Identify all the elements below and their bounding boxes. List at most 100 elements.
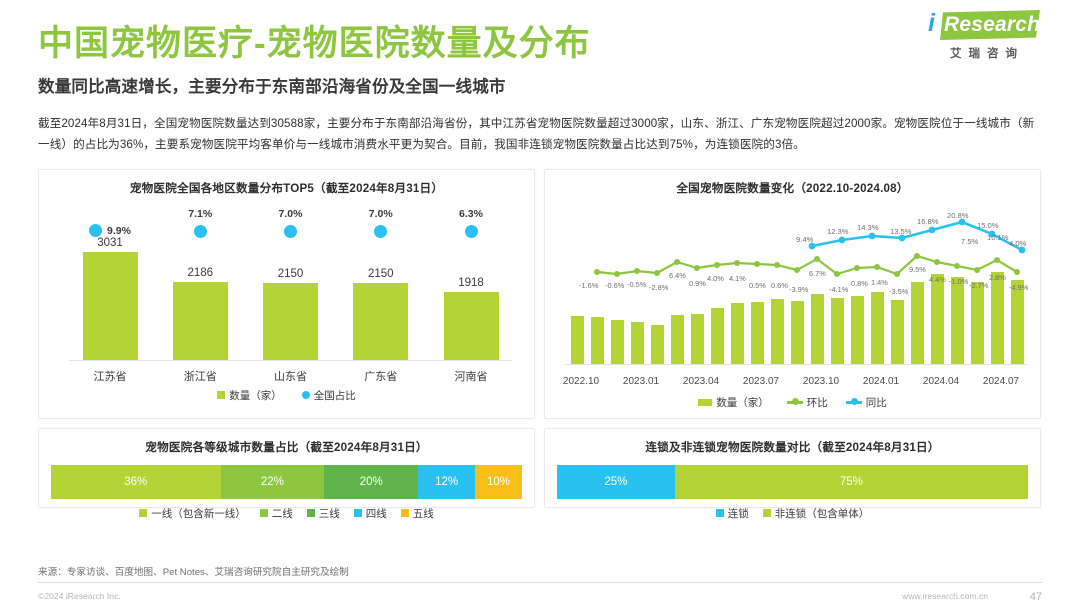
chart-title-national-change: 全国宠物医院数量变化（2022.10-2024.08） — [676, 181, 909, 195]
x-tick-label: 2023.10 — [802, 375, 840, 387]
footer-divider — [38, 582, 1042, 583]
legend-item[interactable]: 环比 — [786, 395, 828, 410]
svg-text:-3.5%: -3.5% — [889, 287, 909, 296]
svg-text:7.5%: 7.5% — [961, 237, 979, 246]
svg-text:-1.6%: -1.6% — [579, 281, 599, 290]
page-title: 中国宠物医疗-宠物医院数量及分布 — [38, 24, 591, 63]
legend-item[interactable]: 数量（家） — [217, 388, 282, 403]
legend-swatch-share-icon — [301, 391, 310, 400]
svg-text:0.8%: 0.8% — [851, 279, 868, 288]
chart-title-chain-comparison: 连锁及非连锁宠物医院数量对比（截至2024年8月31日） — [645, 440, 940, 454]
legend-item[interactable]: 五线 — [400, 506, 434, 521]
legend-item[interactable]: 非连锁（包含单体） — [762, 506, 870, 521]
svg-text:9.4%: 9.4% — [796, 235, 814, 244]
count-bars — [571, 271, 1024, 364]
legend-item[interactable]: 数量（家） — [698, 395, 769, 410]
website-url: www.iresearch.com.cn — [902, 591, 988, 601]
province-bars-row: 9.9% 3031 7.1% 2186 — [73, 208, 508, 360]
legend-label: 非连锁（包含单体） — [774, 507, 870, 520]
share-marker-group: 6.3% — [434, 208, 508, 254]
x-tick-label: 2023.04 — [682, 375, 720, 387]
chain-legend: 连锁 非连锁（包含单体） — [557, 506, 1028, 521]
stack-segment[interactable]: 10% — [474, 464, 522, 499]
stack-segment[interactable]: 25% — [557, 464, 675, 499]
stack-segment[interactable]: 75% — [674, 464, 1028, 499]
x-tick-label: 2024.04 — [922, 375, 960, 387]
svg-text:-4.1%: -4.1% — [829, 285, 849, 294]
legend-swatch-count-icon — [217, 391, 226, 400]
legend-swatch-tier1-icon — [139, 509, 148, 518]
svg-text:-0.5%: -0.5% — [627, 280, 647, 289]
x-axis-line — [69, 359, 512, 361]
x-tick-label: 2024.07 — [982, 375, 1020, 387]
bar-rect — [353, 282, 409, 360]
svg-text:14.3%: 14.3% — [857, 223, 879, 232]
stack-segment[interactable]: 36% — [51, 464, 221, 499]
x-tick-label: 2023.07 — [742, 375, 780, 387]
legend-item[interactable]: 连锁 — [715, 506, 749, 521]
mom-line — [596, 254, 1018, 276]
legend-swatch-tier5-icon — [400, 509, 409, 518]
category-label: 江苏省 — [93, 370, 127, 383]
svg-text:13.5%: 13.5% — [890, 227, 912, 236]
chart-panel-city-tier: 宠物医院各等级城市数量占比（截至2024年8月31日） 36% 22% 20% … — [38, 427, 535, 520]
legend-swatch-tier4-icon — [353, 509, 362, 518]
city-tier-legend: 一线（包含新一线） 二线 三线 四线 — [51, 506, 522, 521]
mom-data-labels: -1.6% -0.6% -0.5% -2.8% 6.4% 0.9% 4.0% 4… — [579, 265, 1029, 296]
x-tick-label: 2024.01 — [862, 375, 900, 387]
chart-title-city-tier: 宠物医院各等级城市数量占比（截至2024年8月31日） — [145, 440, 428, 454]
category-label: 浙江省 — [183, 370, 217, 383]
svg-text:20.8%: 20.8% — [947, 211, 969, 220]
share-dot-icon — [89, 224, 103, 238]
page-header: 中国宠物医疗-宠物医院数量及分布 数量同比高速增长，主要分布于东南部沿海省份及全… — [38, 0, 1042, 97]
stack-segment[interactable]: 12% — [418, 464, 475, 499]
legend-item[interactable]: 二线 — [259, 506, 293, 521]
category-label: 河南省 — [454, 370, 488, 383]
summary-paragraph: 截至2024年8月31日，全国宠物医院数量达到30588家，主要分布于东南部沿海… — [38, 117, 1035, 151]
legend-item[interactable]: 一线（包含新一线） — [139, 506, 246, 521]
stack-segment[interactable]: 20% — [324, 464, 419, 499]
legend-label: 三线 — [318, 507, 340, 520]
bar-column: 9.9% 3031 — [73, 208, 147, 360]
legend-item[interactable]: 三线 — [306, 506, 340, 521]
chart-panel-chain-comparison: 连锁及非连锁宠物医院数量对比（截至2024年8月31日） 25% 75% 连锁 … — [544, 427, 1041, 520]
legend-item[interactable]: 四线 — [353, 506, 387, 521]
svg-text:10.1%: 10.1% — [987, 233, 1009, 242]
legend-swatch-yoy-icon — [845, 398, 862, 406]
legend-label: 全国占比 — [313, 389, 356, 402]
legend-swatch-nonchain-icon — [762, 509, 771, 518]
yoy-line — [811, 220, 1023, 251]
legend-label: 环比 — [806, 396, 828, 409]
legend-label: 一线（包含新一线） — [151, 507, 246, 520]
share-marker-group: 9.9% — [73, 208, 147, 254]
share-dot-icon — [464, 224, 478, 238]
chain-stacked-bar: 25% 75% — [557, 464, 1028, 499]
legend-item[interactable]: 全国占比 — [301, 388, 356, 403]
svg-text:4.0%: 4.0% — [707, 274, 724, 283]
legend-swatch-mom-icon — [786, 398, 803, 406]
share-dot-icon — [284, 224, 297, 238]
legend-item[interactable]: 同比 — [845, 395, 887, 410]
stack-segment[interactable]: 22% — [220, 464, 325, 499]
legend-label: 二线 — [271, 507, 293, 520]
svg-text:0.9%: 0.9% — [689, 279, 706, 288]
province-category-labels: 江苏省 浙江省 山东省 广东省 河南省 — [73, 368, 508, 384]
svg-text:2.8%: 2.8% — [989, 273, 1006, 282]
bar-value-label: 2150 — [367, 267, 394, 280]
svg-text:-2.8%: -2.8% — [649, 283, 669, 292]
yoy-points — [808, 218, 1026, 254]
legend-swatch-count-icon — [698, 398, 713, 406]
x-tick-label: 2022.10 — [562, 375, 600, 387]
legend-label: 数量（家） — [716, 396, 769, 409]
bar-column: 7.0% 2150 — [254, 208, 328, 360]
page-subtitle: 数量同比高速增长，主要分布于东南部沿海省份及全国一线城市 — [38, 78, 506, 97]
legend-label: 数量（家） — [229, 389, 282, 402]
legend-label: 四线 — [365, 507, 387, 520]
chart-title-province-top5: 宠物医院全国各地区数量分布TOP5（截至2024年8月31日） — [129, 181, 444, 195]
share-label: 9.9% — [107, 224, 131, 237]
logo-letter-i: i — [928, 9, 935, 37]
national-change-legend: 数量（家） 环比 同比 — [557, 395, 1028, 410]
chart-panel-province-top5: 宠物医院全国各地区数量分布TOP5（截至2024年8月31日） 9.9% 303… — [38, 168, 535, 419]
share-label: 6.3% — [459, 207, 483, 220]
